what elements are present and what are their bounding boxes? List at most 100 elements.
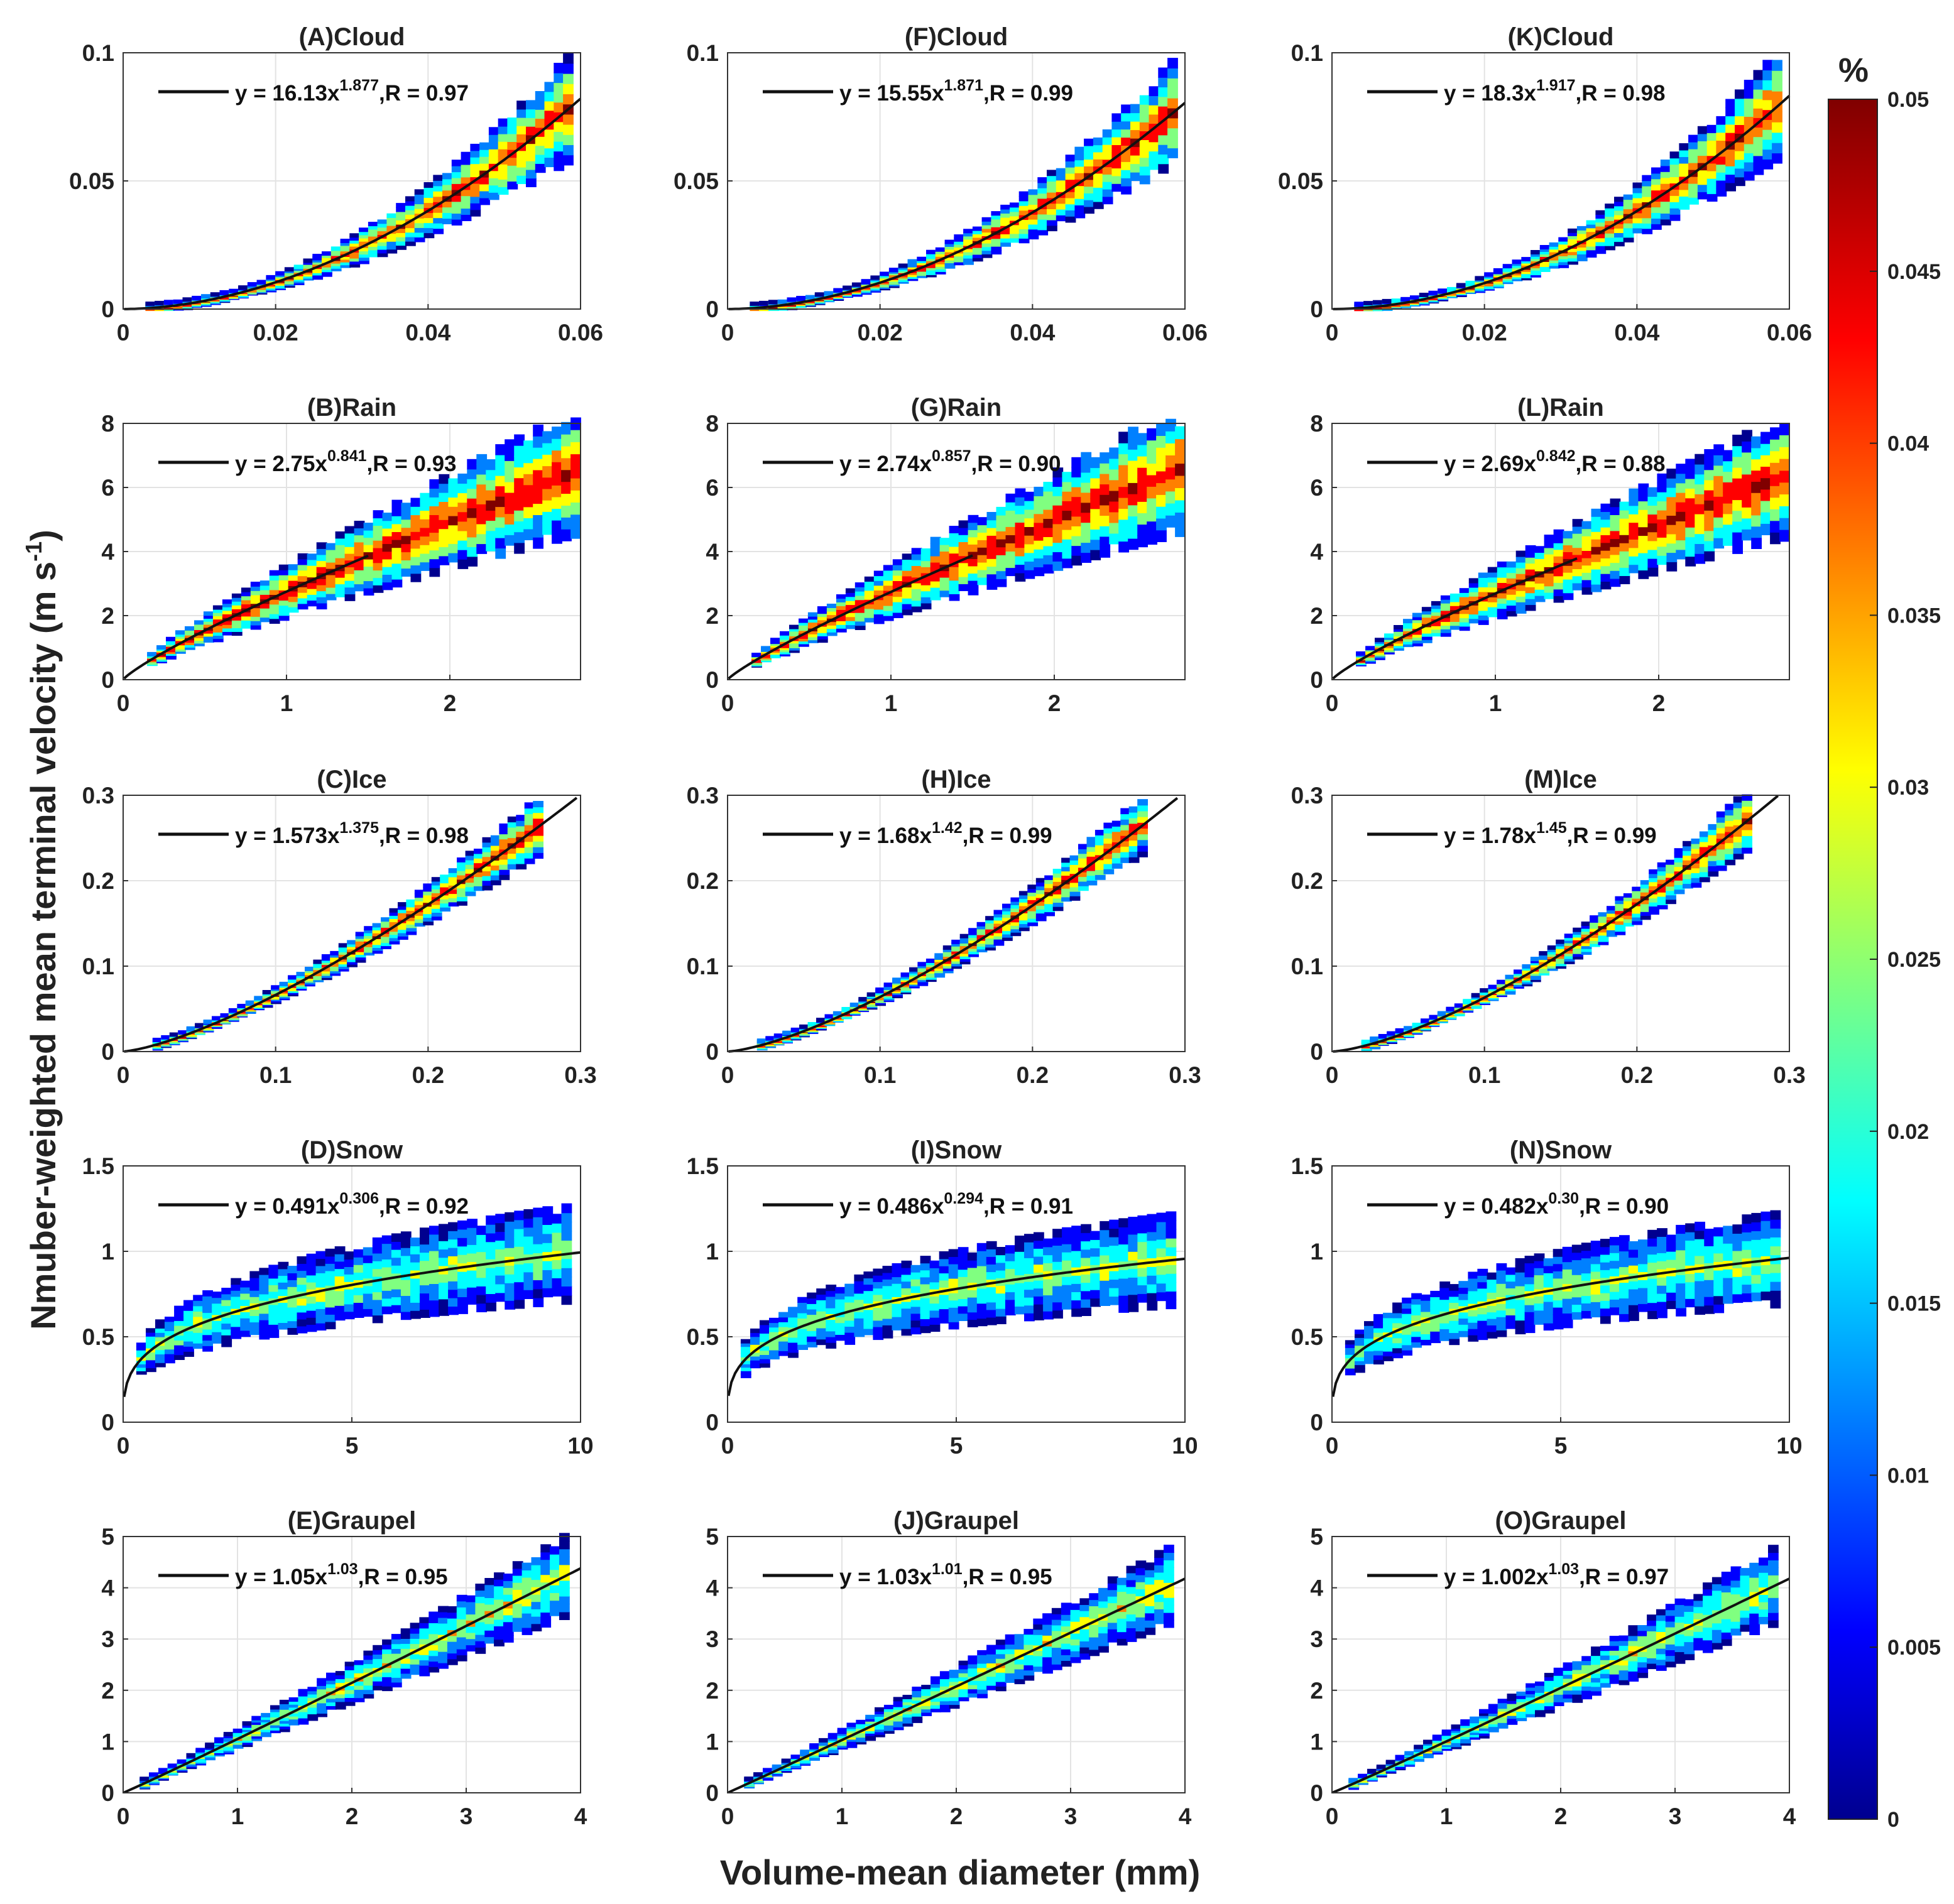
heatmap-cell: [476, 1285, 487, 1295]
axes-frame: [1331, 795, 1790, 1052]
heatmap-cell: [457, 540, 469, 550]
heatmap-cell: [814, 292, 826, 297]
heatmap-cell: [338, 952, 349, 957]
heatmap-cell: [203, 632, 214, 637]
heatmap-cell: [1086, 841, 1098, 847]
heatmap-cell: [1708, 829, 1719, 835]
heatmap-cell: [448, 478, 459, 489]
heatmap-cell: [146, 1340, 156, 1345]
heatmap-cell: [1549, 256, 1560, 261]
y-tick-label: 2: [101, 603, 114, 629]
heatmap-cell: [467, 536, 478, 547]
heatmap-cell: [1175, 475, 1186, 488]
heatmap-cell: [1468, 605, 1480, 611]
heatmap-cell: [1547, 964, 1558, 969]
y-tick-label: 0: [101, 1039, 114, 1065]
heatmap-cell: [1111, 160, 1123, 169]
heatmap-cell: [1657, 900, 1668, 905]
heatmap-cell: [1704, 520, 1715, 531]
heatmap-cell: [524, 852, 535, 859]
heatmap-cell: [1137, 799, 1148, 806]
heatmap-cell: [514, 1237, 525, 1247]
heatmap-cell: [1623, 922, 1634, 927]
heatmap-cell: [1506, 599, 1517, 606]
heatmap-cell: [1111, 113, 1123, 122]
heatmap-cell: [334, 1246, 346, 1254]
heatmap-cell: [398, 905, 408, 910]
heatmap-cell: [1121, 104, 1132, 114]
heatmap-cell: [423, 187, 435, 193]
fit-curve: [124, 797, 578, 1053]
heatmap-cell: [845, 612, 856, 617]
heatmap-cell: [1558, 237, 1569, 242]
heatmap-cell: [429, 1242, 440, 1251]
heatmap-cell: [524, 808, 535, 814]
heatmap-cell: [832, 1011, 844, 1016]
heatmap-cell: [488, 141, 499, 150]
heatmap-cell: [1387, 1031, 1397, 1036]
heatmap-cell: [1751, 459, 1762, 471]
heatmap-cell: [1591, 546, 1602, 555]
heatmap-cell: [1704, 550, 1715, 562]
heatmap-cell: [1074, 192, 1086, 199]
fit-equation: y = 2.74x0.857,R = 0.90: [839, 447, 1061, 476]
heatmap-cell: [414, 204, 425, 209]
heatmap-cell: [1137, 489, 1148, 502]
heatmap-cell: [1590, 942, 1600, 947]
heatmap-cell: [1632, 905, 1643, 910]
heatmap-cell: [935, 249, 946, 254]
heatmap-cell: [1744, 171, 1755, 181]
heatmap-cell: [1558, 261, 1569, 266]
heatmap-cell: [354, 548, 365, 557]
heatmap-cell: [1052, 552, 1064, 562]
heatmap-cell: [1725, 809, 1736, 816]
heatmap-cell: [1573, 949, 1583, 954]
heatmap-cell: [486, 499, 497, 511]
heatmap-cell: [836, 606, 847, 610]
heatmap-cell: [396, 203, 407, 208]
heatmap-cell: [1149, 141, 1160, 152]
heatmap-cell: [1713, 527, 1725, 538]
heatmap-cell: [231, 1278, 242, 1285]
heatmap-cell: [954, 234, 965, 239]
heatmap-cell: [414, 193, 425, 200]
heatmap-cell: [535, 91, 546, 101]
heatmap-cell: [1497, 561, 1508, 568]
heatmap-cell: [488, 148, 499, 157]
heatmap-cell: [429, 1308, 440, 1317]
heatmap-cell: [377, 219, 388, 224]
heatmap-cell: [451, 177, 462, 184]
heatmap-cell: [1753, 107, 1764, 118]
heatmap-cell: [429, 541, 440, 551]
heatmap-cell: [1725, 174, 1736, 183]
heatmap-cell: [976, 922, 988, 927]
heatmap-cell: [516, 847, 527, 854]
heatmap-cell: [1081, 482, 1092, 493]
heatmap-cell: [457, 892, 467, 897]
heatmap-cell: [977, 532, 988, 540]
heatmap-cell: [554, 151, 565, 161]
heatmap-cell: [1742, 474, 1752, 486]
heatmap-cell: [1158, 163, 1169, 174]
heatmap-cell: [1121, 153, 1132, 162]
heatmap-cell: [1725, 848, 1736, 854]
heatmap-cell: [789, 646, 800, 651]
heatmap-cell: [1772, 70, 1782, 82]
heatmap-cell: [1065, 210, 1076, 217]
heatmap-cell: [1716, 140, 1727, 149]
heatmap-cell: [202, 1312, 213, 1319]
heatmap-cell: [414, 208, 425, 214]
heatmap-cell: [1610, 522, 1621, 531]
heatmap-cell: [330, 251, 342, 256]
heatmap-cell: [985, 928, 996, 933]
heatmap-cell: [457, 861, 467, 867]
heatmap-cell: [552, 450, 562, 462]
heatmap-cell: [414, 189, 425, 195]
heatmap-cell: [930, 562, 941, 569]
heatmap-cell: [1716, 132, 1727, 141]
heatmap-cell: [372, 1237, 383, 1246]
heatmap-cell: [316, 584, 327, 592]
heatmap-cell: [817, 609, 828, 614]
heatmap-cell: [1615, 896, 1626, 901]
heatmap-cell: [1581, 572, 1593, 580]
